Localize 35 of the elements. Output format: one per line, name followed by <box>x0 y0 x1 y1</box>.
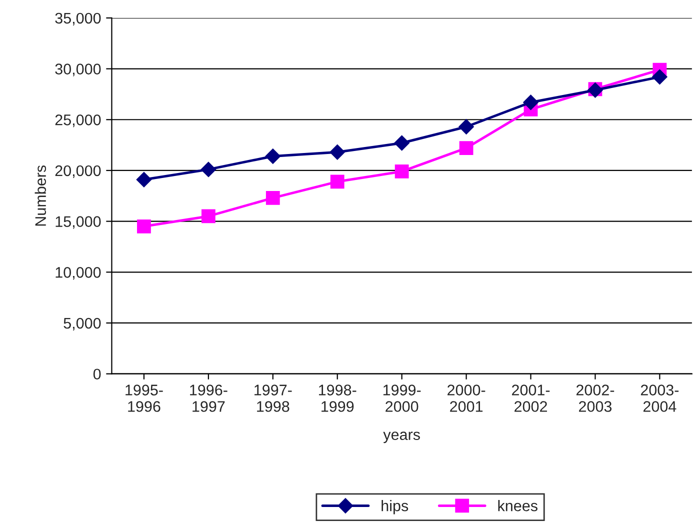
y-tick-label: 15,000 <box>56 216 101 229</box>
legend-label: knees <box>498 500 538 512</box>
point <box>137 219 151 234</box>
y-tick-label: 20,000 <box>55 165 101 178</box>
legend-label: hips <box>382 500 408 514</box>
point <box>523 94 538 110</box>
y-tick-label: 10,000 <box>56 267 101 280</box>
point <box>458 119 474 134</box>
point <box>266 190 280 205</box>
point <box>200 162 216 178</box>
x-tick-label: 1995- 1996 <box>126 384 163 412</box>
x-tick-label: 2000- 2001 <box>448 384 486 412</box>
y-tick-label: 25,000 <box>55 114 101 128</box>
y-tick-label: 5,000 <box>64 318 101 330</box>
y-tick-label: 0 <box>93 368 101 380</box>
point <box>265 148 280 164</box>
point <box>394 164 409 178</box>
x-axis-title: years <box>383 432 420 444</box>
x-tick-label: 1996- 1997 <box>190 384 228 412</box>
y-axis-title: Numbers <box>34 165 46 226</box>
point <box>136 172 152 188</box>
point <box>330 144 345 160</box>
point <box>652 69 668 84</box>
x-tick-label: 1998- 1999 <box>318 384 356 412</box>
point <box>330 174 344 189</box>
y-tick-label: 30,000 <box>55 64 101 76</box>
point <box>459 141 474 156</box>
x-tick-label: 2003- 2004 <box>640 384 679 412</box>
x-tick-label: 1997- 1998 <box>254 384 292 412</box>
point <box>201 209 216 224</box>
x-tick-label: 2001- 2002 <box>512 384 550 412</box>
point <box>394 135 410 151</box>
x-tick-label: 2002- 2003 <box>576 384 614 412</box>
x-tick-label: 1999- 2000 <box>383 384 421 412</box>
y-tick-label: 35,000 <box>55 12 101 26</box>
